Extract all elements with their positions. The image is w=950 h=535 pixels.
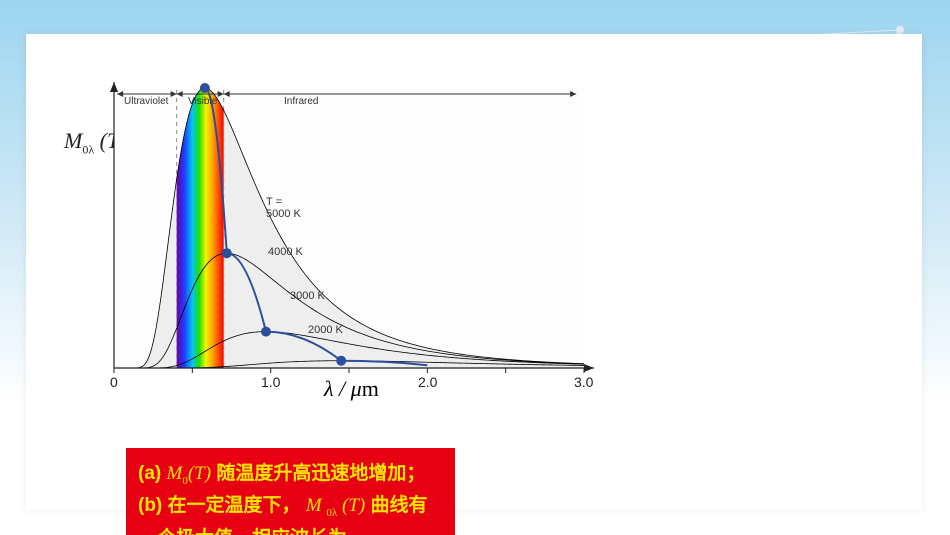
xtick-3: 3.0 <box>574 374 593 390</box>
slide-page: M0λ (T) λmax Ultraviolet Visible Infrare… <box>0 0 950 535</box>
region-vis-label: Visible <box>188 96 217 107</box>
caption-line-b: (b) 在一定温度下， M 0λ (T) 曲线有 一个极大值，相应波长为 <box>138 490 443 535</box>
region-ir-label: Infrared <box>284 96 318 107</box>
xtick-2: 2.0 <box>418 374 437 390</box>
curve-5000k-label: T =5000 K <box>266 196 301 220</box>
chart-svg <box>84 78 604 408</box>
caption-line-a: (a) M0(T) 随温度升高迅速地增加； <box>138 458 443 490</box>
xtick-1: 1.0 <box>261 374 280 390</box>
x-axis-label: λ / μm <box>324 376 379 402</box>
region-uv-label: Ultraviolet <box>124 96 168 107</box>
xtick-0: 0 <box>110 374 118 390</box>
curve-2000k-label: 2000 K <box>308 324 343 336</box>
content-card: M0λ (T) λmax Ultraviolet Visible Infrare… <box>26 34 922 510</box>
blackbody-spectrum-chart: Ultraviolet Visible Infrared T =5000 K 4… <box>84 78 604 408</box>
caption-box: (a) M0(T) 随温度升高迅速地增加； (b) 在一定温度下， M 0λ (… <box>126 448 455 535</box>
curve-3000k-label: 3000 K <box>290 290 325 302</box>
curve-4000k-label: 4000 K <box>268 246 303 258</box>
